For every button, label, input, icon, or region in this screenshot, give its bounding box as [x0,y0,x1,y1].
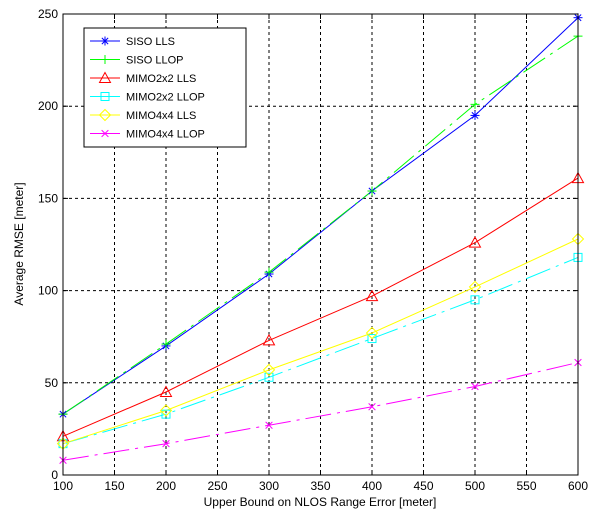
data-point-mimo4x4-llop-stroke [471,382,479,391]
legend-marker-mimo2x2-llop [100,92,110,101]
data-point-mimo2x2-lls-shape [262,333,276,346]
data-point-mimo4x4-llop [162,439,170,448]
series-line-mimo4x4-llop [62,362,579,461]
data-point-mimo2x2-lls [365,289,379,302]
data-point-mimo4x4-llop [368,403,376,411]
data-point-mimo4x4-llop-stroke [265,421,273,429]
data-point-mimo4x4-lls-shape [365,326,379,340]
data-point-mimo2x2-lls [262,333,276,346]
legend-marker-siso-lls [100,36,110,46]
data-point-mimo2x2-llop [367,334,377,344]
data-point-mimo4x4-lls [262,363,276,377]
y-tick-label: 50 [45,376,59,390]
x-tick-label: 300 [259,479,279,493]
legend-label-mimo4x4-lls: MIMO4x4 LLS [126,110,196,122]
data-point-mimo4x4-llop [265,421,273,429]
legend-box [83,27,247,148]
data-point-mimo2x2-lls-shape [159,385,173,398]
data-point-siso-lls [470,110,480,120]
data-point-siso-llop [367,186,377,196]
data-point-mimo2x2-llop-shape [470,295,480,305]
data-point-siso-llop [470,99,480,109]
x-tick-label: 400 [362,479,382,493]
data-point-mimo2x2-lls-shape [468,236,482,248]
data-point-siso-llop [161,339,171,349]
y-axis-label: Average RMSE [meter] [12,182,26,305]
data-point-siso-llop [264,267,274,277]
x-tick-label: 250 [207,479,227,493]
x-tick-label: 150 [104,479,124,493]
x-tick-label: 500 [465,479,485,493]
data-point-mimo2x2-llop [470,295,480,305]
legend-marker-siso-llop [100,55,110,64]
y-tick-label: 0 [51,468,58,482]
y-tick-label: 200 [38,99,58,113]
x-tick-label: 350 [310,479,330,493]
legend-label-siso-llop: SISO LLOP [126,55,183,67]
legend: SISO LLS SISO LLOP MIMO2x2 LLS MIMO2x2 LLOP… [83,27,247,148]
data-point-mimo2x2-lls [159,385,173,398]
legend-label-siso-lls: SISO LLS [126,36,175,48]
x-tick-label: 450 [413,479,433,493]
data-point-mimo2x2-lls [468,236,482,248]
data-point-mimo2x2-llop-shape [367,334,377,344]
data-point-mimo4x4-lls [468,280,482,294]
legend-marker-mimo4x4-llop [101,129,109,138]
legend-marker-mimo2x2-lls-shape [98,71,112,83]
series-line-siso-llop [62,35,579,415]
y-tick-label: 150 [38,191,58,205]
x-tick-label: 200 [156,479,176,493]
data-point-mimo4x4-lls [365,326,379,340]
data-point-mimo4x4-llop-stroke [368,403,376,411]
legend-marker-mimo4x4-llop-stroke [101,129,109,138]
data-point-mimo2x2-llop [161,409,171,419]
legend-marker-mimo2x2-llop-shape [100,92,110,101]
x-tick-label: 550 [516,479,536,493]
legend-label-mimo4x4-llop: MIMO4x4 LLOP [126,129,205,141]
data-point-mimo4x4-lls-shape [262,363,276,377]
axis-ticks: 100 150 200 250 300 350 400 450 500 550 600 0 50 100 1… [38,7,588,493]
legend-marker-mimo2x2-lls [98,71,112,83]
legend-marker-mimo4x4-lls-shape [98,108,112,122]
series-line-mimo2x2-llop [62,256,579,445]
x-tick-label: 100 [53,479,73,493]
data-point-mimo4x4-llop [471,382,479,391]
y-tick-label: 250 [38,7,58,21]
series-markers [56,13,585,464]
data-point-mimo2x2-llop-shape [264,372,274,382]
data-point-mimo4x4-llop-stroke [162,439,170,448]
series-line-mimo2x2-lls [62,177,579,437]
data-point-mimo4x4-lls [159,404,173,417]
series-line-mimo4x4-lls [62,238,579,445]
data-point-mimo2x2-llop-shape [161,409,171,419]
legend-label-mimo2x2-lls: MIMO2x2 LLS [126,73,196,85]
y-tick-label: 100 [38,284,58,298]
data-point-mimo2x2-llop [264,372,274,382]
legend-marker-mimo4x4-lls [98,108,112,122]
data-point-mimo4x4-lls-shape [468,280,482,294]
series-line-siso-lls [62,17,579,415]
data-point-mimo2x2-lls-shape [365,289,379,302]
x-axis-label: Upper Bound on NLOS Range Error [meter] [204,495,437,509]
series-lines [62,17,579,461]
legend-marker-siso-lls-stroke [101,37,109,45]
x-tick-label: 600 [568,479,588,493]
legend-label-mimo2x2-llop: MIMO2x2 LLOP [126,92,205,104]
data-point-siso-lls-stroke [471,111,479,119]
data-point-mimo4x4-lls-shape [159,404,173,417]
